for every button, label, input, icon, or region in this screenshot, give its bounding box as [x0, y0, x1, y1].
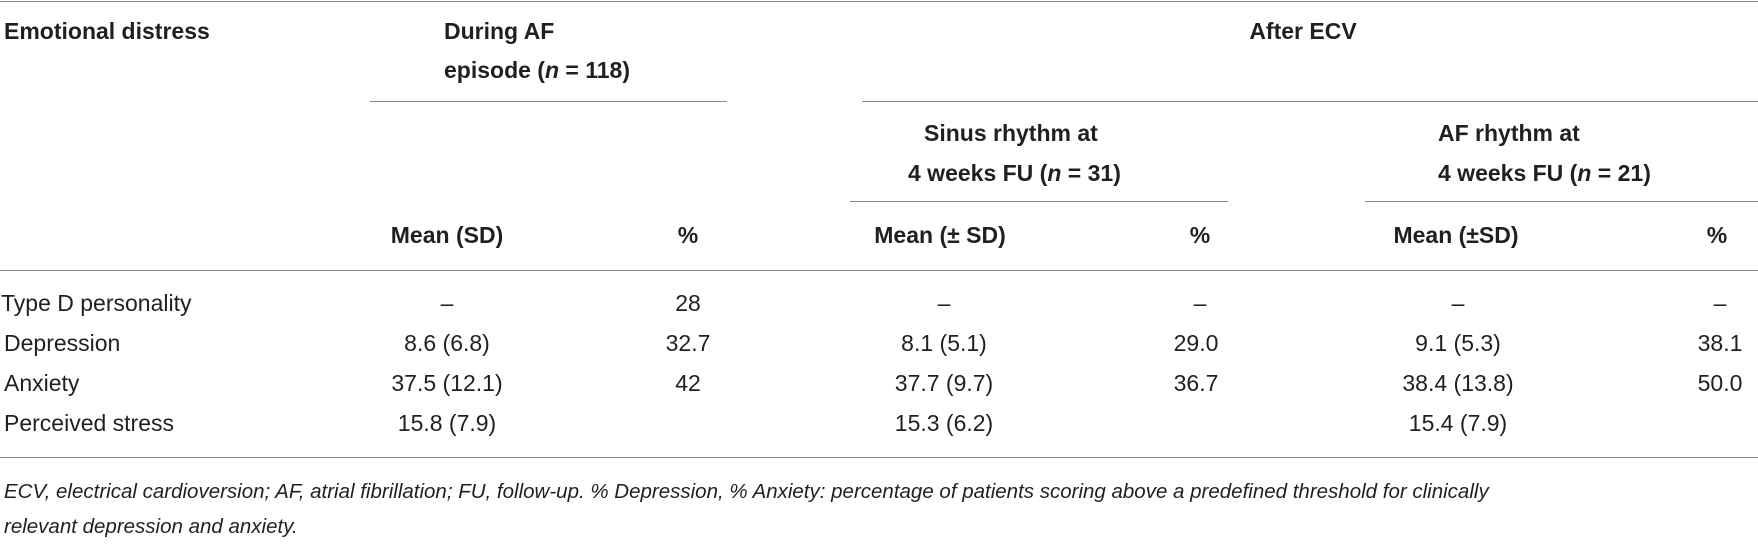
top-rule — [0, 1, 1758, 2]
cell: 36.7 — [1173, 370, 1219, 396]
cell: 37.7 (9.7) — [894, 370, 994, 396]
cell: 32.7 — [665, 330, 711, 356]
cell: 50.0 — [1697, 370, 1743, 396]
during-af-underline — [370, 101, 727, 102]
col-header-pct-3: % — [1706, 222, 1728, 248]
cell: 15.8 (7.9) — [397, 410, 497, 436]
cell: 8.1 (5.1) — [901, 330, 987, 356]
cell: 15.4 (7.9) — [1408, 410, 1508, 436]
header-sinus-line2: 4 weeks FU (n = 31) — [908, 160, 1121, 186]
header-row-label: Emotional distress — [4, 18, 210, 44]
cell: 42 — [675, 370, 701, 396]
cell: 28 — [675, 290, 701, 316]
row-label: Anxiety — [4, 370, 80, 396]
col-header-pct-2: % — [1189, 222, 1211, 248]
sinus-underline — [850, 201, 1228, 202]
header-af-rhythm-line1: AF rhythm at — [1438, 120, 1580, 146]
header-sinus-line1: Sinus rhythm at — [924, 120, 1098, 146]
table-footnote: ECV, electrical cardioversion; AF, atria… — [4, 474, 1754, 544]
header-after-ecv: After ECV — [1249, 18, 1357, 44]
col-header-mean-pm-sd-2: Mean (±SD) — [1393, 222, 1519, 248]
cell: – — [1451, 290, 1465, 316]
cell: 29.0 — [1173, 330, 1219, 356]
after-ecv-underline — [862, 101, 1758, 102]
cell: 38.4 (13.8) — [1402, 370, 1514, 396]
cell: – — [1713, 290, 1727, 316]
header-during-af-line2: episode (n = 118) — [444, 57, 631, 83]
cell: 8.6 (6.8) — [404, 330, 490, 356]
cell: – — [937, 290, 951, 316]
af-rhythm-underline — [1365, 201, 1758, 202]
cell: 9.1 (5.3) — [1415, 330, 1501, 356]
cell: 15.3 (6.2) — [894, 410, 994, 436]
header-during-af-line1: During AF — [444, 18, 555, 44]
header-af-rhythm-line2: 4 weeks FU (n = 21) — [1438, 160, 1651, 186]
body-bottom-rule — [0, 457, 1758, 458]
row-label: Perceived stress — [4, 410, 175, 436]
col-header-mean-pm-sd-1: Mean (± SD) — [874, 222, 1006, 248]
col-header-mean-sd: Mean (SD) — [390, 222, 504, 248]
col-header-pct-1: % — [677, 222, 699, 248]
row-label: Type D personality — [1, 290, 192, 316]
cell: – — [1193, 290, 1207, 316]
footnote-line-2: relevant depression and anxiety. — [4, 515, 298, 538]
cell: – — [440, 290, 454, 316]
cell: 38.1 — [1697, 330, 1743, 356]
footnote-line-1: ECV, electrical cardioversion; AF, atria… — [4, 480, 1489, 503]
header-bottom-rule — [0, 270, 1758, 271]
cell: 37.5 (12.1) — [391, 370, 503, 396]
row-label: Depression — [4, 330, 121, 356]
